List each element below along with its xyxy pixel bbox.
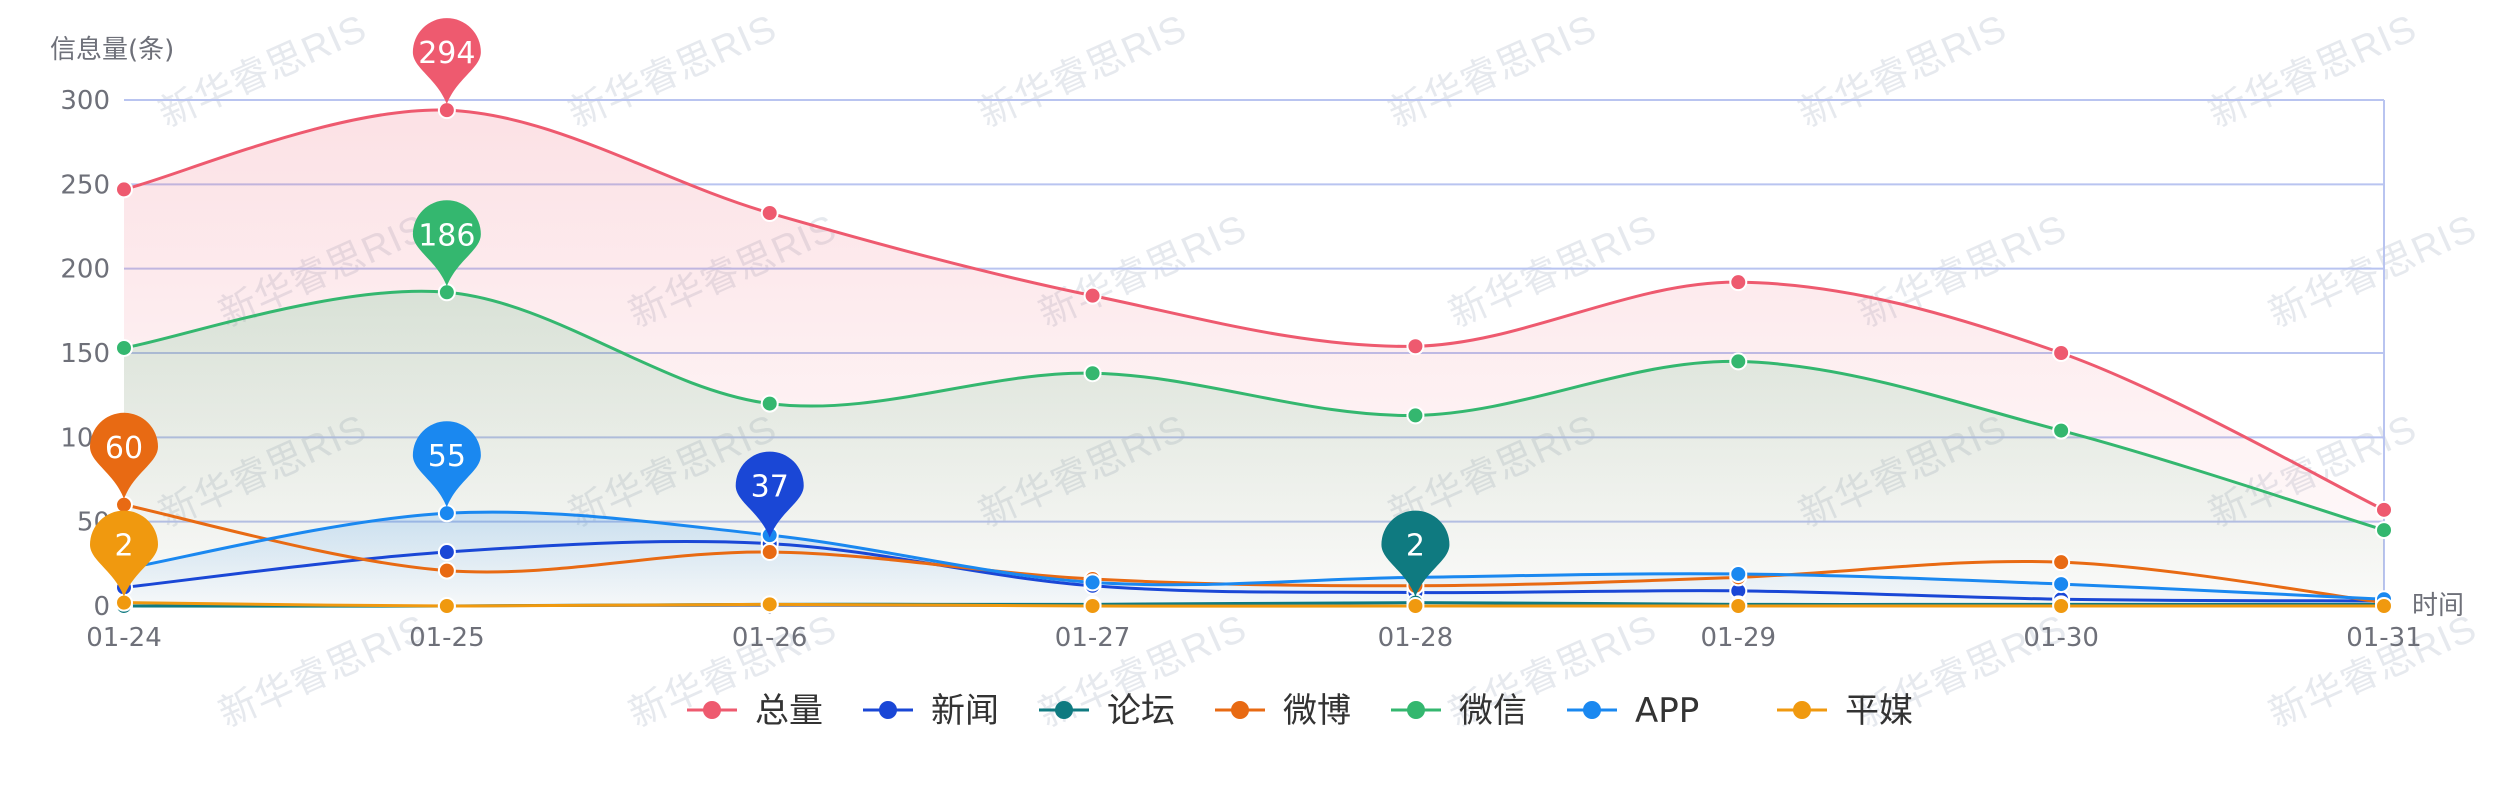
max-markers: 294 37 2 60 186 55 2 — [90, 18, 1450, 597]
legend-item-新闻[interactable]: 新闻 — [863, 691, 999, 731]
y-axis-title: 信息量(条) — [50, 35, 174, 65]
legend: 总量 新闻 论坛 微博 微信 APP 平媒 — [687, 691, 1913, 731]
max-label: 55 — [428, 439, 466, 474]
data-point[interactable] — [2052, 553, 2071, 572]
data-point[interactable] — [760, 204, 779, 223]
data-point[interactable] — [1083, 364, 1102, 383]
y-tick-label: 250 — [60, 170, 110, 200]
legend-item-论坛[interactable]: 论坛 — [1039, 691, 1175, 731]
legend-label: 总量 — [755, 691, 823, 731]
x-tick-label: 01-27 — [1055, 623, 1131, 653]
series-line-新闻 — [123, 540, 2385, 603]
max-label: 186 — [418, 218, 475, 253]
data-point[interactable] — [1083, 573, 1102, 592]
max-pin-微博: 60 — [90, 412, 158, 499]
legend-item-微博[interactable]: 微博 — [1215, 691, 1351, 731]
max-pin-论坛: 2 — [1381, 510, 1450, 597]
max-pin-APP: 55 — [412, 421, 481, 508]
legend-label: 新闻 — [931, 691, 999, 731]
x-tick-label: 01-28 — [1378, 623, 1454, 653]
legend-label: 微博 — [1283, 691, 1351, 731]
legend-item-微信[interactable]: 微信 — [1391, 691, 1527, 731]
y-tick-label: 200 — [60, 255, 110, 285]
data-point[interactable] — [2375, 597, 2393, 615]
x-tick-label: 01-25 — [409, 623, 485, 653]
data-point[interactable] — [115, 593, 133, 612]
legend-label: 平媒 — [1845, 691, 1913, 731]
legend-label: APP — [1635, 691, 1699, 731]
data-point[interactable] — [115, 180, 133, 199]
series-lines — [123, 108, 2385, 608]
data-point[interactable] — [2375, 521, 2393, 540]
series-line-平媒 — [123, 601, 2384, 608]
series-line-微信 — [123, 289, 2385, 532]
legend-item-总量[interactable]: 总量 — [687, 691, 823, 731]
x-tick-label: 01-30 — [2023, 623, 2099, 653]
data-point[interactable] — [115, 495, 133, 514]
max-pin-总量: 294 — [412, 18, 481, 105]
data-point[interactable] — [1729, 273, 1748, 292]
data-point[interactable] — [1406, 406, 1425, 425]
data-point[interactable] — [437, 101, 456, 120]
max-label: 2 — [114, 529, 133, 564]
data-point[interactable] — [1729, 352, 1748, 371]
x-tick-label: 01-29 — [1701, 623, 1777, 653]
max-label: 294 — [418, 36, 475, 71]
data-point[interactable] — [1729, 564, 1748, 583]
max-label: 2 — [1406, 529, 1425, 564]
y-tick-label: 0 — [93, 592, 110, 622]
data-point[interactable] — [437, 283, 456, 302]
data-point[interactable] — [1083, 597, 1102, 615]
data-point[interactable] — [437, 543, 456, 562]
data-point[interactable] — [437, 504, 456, 523]
data-point[interactable] — [2052, 597, 2071, 615]
data-point[interactable] — [115, 338, 133, 357]
max-pin-平媒: 2 — [90, 510, 158, 597]
data-point[interactable] — [760, 394, 779, 413]
series-line-APP — [123, 510, 2385, 601]
data-point[interactable] — [1083, 286, 1102, 305]
legend-item-APP[interactable]: APP — [1567, 691, 1699, 731]
series-line-总量 — [123, 108, 2385, 512]
x-tick-label: 01-24 — [86, 623, 162, 653]
data-point[interactable] — [1729, 597, 1748, 615]
axes: 信息量(条) 时间 — [50, 35, 2464, 621]
area-APP — [124, 512, 2384, 606]
y-tick-label: 300 — [60, 86, 110, 116]
x-tick-label: 01-31 — [2346, 623, 2422, 653]
max-pin-新闻: 37 — [735, 451, 804, 538]
data-point[interactable] — [1406, 337, 1425, 356]
max-label: 60 — [105, 431, 143, 466]
data-point[interactable] — [2052, 421, 2071, 440]
data-point[interactable] — [760, 543, 779, 562]
data-point[interactable] — [2052, 575, 2071, 594]
x-tick-label: 01-26 — [732, 623, 808, 653]
max-label: 37 — [751, 470, 789, 505]
data-point[interactable] — [2052, 344, 2071, 362]
legend-item-平媒[interactable]: 平媒 — [1777, 691, 1913, 731]
data-point[interactable] — [437, 597, 456, 615]
legend-label: 微信 — [1459, 691, 1527, 731]
x-axis-title: 时间 — [2412, 591, 2464, 621]
data-points — [115, 101, 2393, 615]
max-pin-微信: 186 — [412, 200, 481, 287]
data-point[interactable] — [2375, 500, 2393, 519]
y-tick-label: 150 — [60, 339, 110, 369]
data-point[interactable] — [1406, 597, 1425, 615]
data-point[interactable] — [760, 595, 779, 614]
legend-label: 论坛 — [1107, 691, 1175, 731]
data-point[interactable] — [437, 561, 456, 580]
